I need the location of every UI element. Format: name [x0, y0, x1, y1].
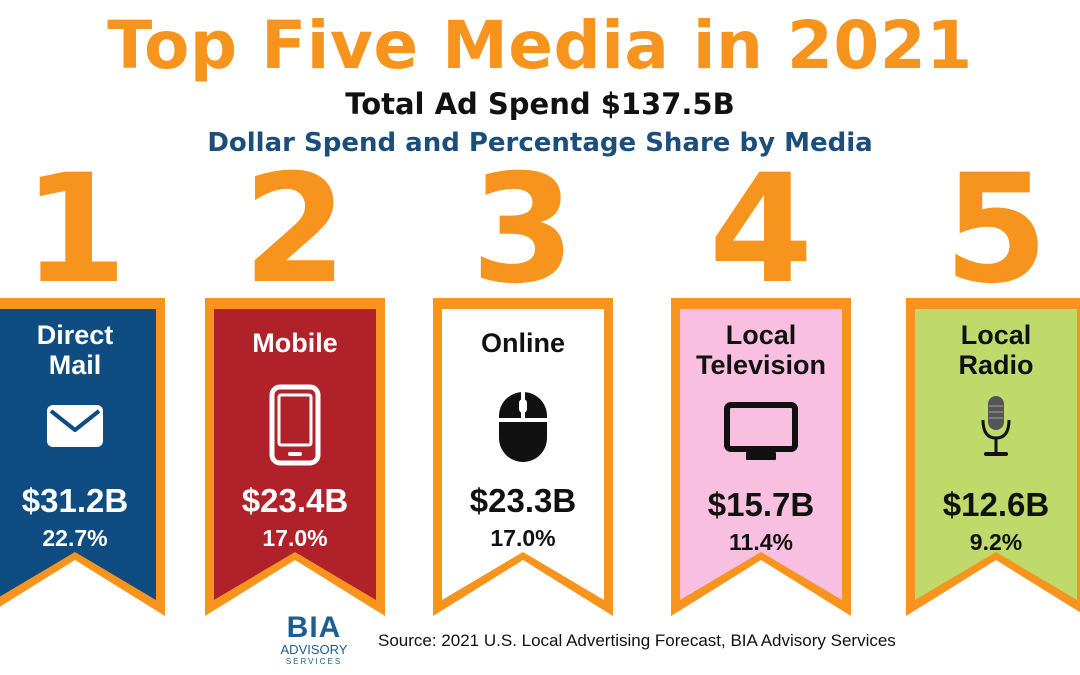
spend-value: $31.2B [21, 482, 129, 519]
page-title: Top Five Media in 2021 [107, 7, 973, 84]
share-value: 11.4% [729, 529, 793, 555]
media-label-line2: Television [695, 350, 827, 380]
spend-value: $15.7B [707, 486, 815, 523]
total-ad-spend-subtitle: Total Ad Spend $137.5B [345, 87, 735, 121]
source-note: Source: 2021 U.S. Local Advertising Fore… [378, 631, 896, 650]
share-value: 22.7% [42, 525, 108, 551]
media-label: Mobile [252, 328, 338, 358]
media-label-line2: Radio [958, 350, 1034, 380]
spend-value: $23.4B [241, 482, 349, 519]
media-banner: Direct Mail $31.2B 22.7% [0, 298, 165, 618]
rank-number-3: 3 [470, 143, 576, 317]
media-label-line2: Mail [48, 350, 102, 380]
media-label: Local [960, 320, 1032, 350]
media-banner: Local Radio $12.6B 9.2% [906, 298, 1080, 618]
bia-logo: BIA ADVISORY SERVICES [274, 612, 354, 672]
banner-fill [0, 309, 156, 600]
media-label: Local [725, 320, 797, 350]
logo-subtext: ADVISORY [280, 642, 348, 657]
spend-value: $23.3B [469, 482, 577, 519]
rank-number-4: 4 [708, 143, 814, 317]
logo-text: BIA [286, 611, 342, 644]
share-value: 9.2% [969, 529, 1023, 555]
logo-subtext-small: SERVICES [285, 657, 343, 666]
television-icon [724, 402, 798, 468]
microphone-icon [979, 394, 1013, 464]
media-label: Direct [36, 320, 114, 350]
rank-number-5: 5 [943, 143, 1049, 317]
envelope-icon [45, 402, 105, 454]
chart-description-subtitle: Dollar Spend and Percentage Share by Med… [207, 128, 873, 158]
computer-mouse-icon [497, 390, 549, 468]
media-banner: Mobile $23.4B 17.0% [205, 298, 385, 618]
spend-value: $12.6B [942, 486, 1050, 523]
media-label: Online [480, 328, 565, 358]
rank-number-1: 1 [22, 143, 128, 317]
media-banner: Local Television $15.7B 11.4% [671, 298, 851, 618]
share-value: 17.0% [262, 525, 328, 551]
smartphone-icon [268, 384, 322, 470]
rank-number-2: 2 [242, 143, 348, 317]
share-value: 17.0% [490, 525, 556, 551]
media-banner: Online $23.3B 17.0% [433, 298, 613, 618]
banner-shape [0, 298, 165, 616]
